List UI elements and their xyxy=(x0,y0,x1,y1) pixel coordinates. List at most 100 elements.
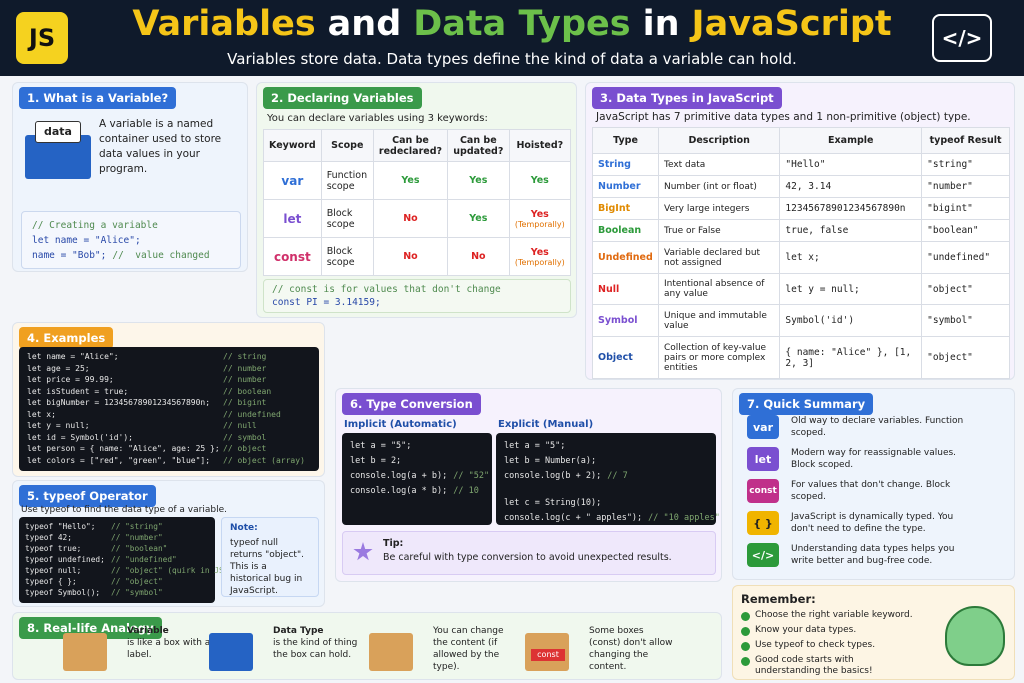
cell-text: Yes xyxy=(530,175,549,186)
cell: "number" xyxy=(921,175,1010,198)
tip-title: Tip: xyxy=(383,538,404,549)
code-box: let name = "Alice"; // string let age = 25… xyxy=(19,347,319,471)
title-part: JavaScript xyxy=(691,4,892,44)
cell: "Hello" xyxy=(779,153,923,176)
intro: You can declare variables using 3 keywor… xyxy=(267,113,488,124)
cell-text: Block scope xyxy=(326,245,355,268)
cell: "string" xyxy=(921,153,1010,176)
code-comment: // 10 xyxy=(453,486,479,496)
code-line: typeof "Hello"; // "string" xyxy=(25,521,209,532)
panel: 7. Quick Summary var Old way to declare va… xyxy=(732,388,1015,580)
title: Variables and Data Types in JavaScript xyxy=(100,4,924,50)
cell: let x; xyxy=(779,241,923,274)
code-comment: // undefined xyxy=(223,409,281,419)
title-part: in xyxy=(642,4,680,44)
code-line: // Creating a variable xyxy=(32,218,230,233)
intro: JavaScript has 7 primitive data types an… xyxy=(596,111,971,123)
code-comment: // "undefined" xyxy=(111,555,177,564)
panel-title: 1. What is a Variable? xyxy=(19,87,177,109)
header-row: Type Description Example typeof Result xyxy=(592,127,1010,154)
code-comment: // "symbol" xyxy=(111,588,163,597)
code-line: typeof 42; // "number" xyxy=(25,532,209,543)
code-comment: // "object" xyxy=(111,577,163,586)
cell: Yes xyxy=(372,161,449,200)
summary-text: Modern way for reassignable values. Bloc… xyxy=(791,448,957,470)
row: Null Intentional absence of any value let … xyxy=(592,273,1010,305)
cell: Number xyxy=(592,175,659,198)
code-line: let y = null; // null xyxy=(27,420,311,432)
panel-title: 6. Type Conversion xyxy=(342,393,481,415)
panel: 2. Declaring Variables You can declare va… xyxy=(256,82,577,318)
code-line: let c = String(10); xyxy=(504,496,708,511)
cell: Block scope xyxy=(320,237,374,276)
code-line: let person = { name: "Alice", age: 25 };… xyxy=(27,443,311,455)
panel-title: 4. Examples xyxy=(19,327,114,349)
code: let name = "Alice"; xyxy=(27,352,119,361)
cell: Very large integers xyxy=(657,197,781,220)
code-comment: // "10 apples" xyxy=(648,513,720,523)
cell: var xyxy=(263,161,322,200)
analogy-desc: is the kind of thing the box can hold. xyxy=(273,638,358,660)
cell: Yes xyxy=(508,161,572,200)
code-line: console.log(c + " apples"); // "10 apples… xyxy=(504,511,720,526)
cell: No xyxy=(447,237,510,276)
cell: Yes (Temporally) xyxy=(508,199,572,238)
code: console.log(a + b); xyxy=(350,471,448,481)
cell-text: Block scope xyxy=(326,207,355,230)
panel: 6. Type Conversion Implicit (Automatic) Ex… xyxy=(335,388,722,582)
cell: Number (int or float) xyxy=(657,175,781,198)
cell: let xyxy=(263,199,322,238)
cell: Yes xyxy=(447,199,510,238)
cell-text: No xyxy=(471,251,486,262)
code: let x; xyxy=(27,409,56,419)
code-comment: // string xyxy=(223,352,267,361)
cell-text: No xyxy=(403,251,418,262)
header-cell: Example xyxy=(779,127,923,154)
cell-text: Yes xyxy=(469,213,488,224)
title-part: Data Types xyxy=(413,4,631,44)
cell-text: let xyxy=(283,211,302,226)
code-line: let isStudent = true; // boolean xyxy=(27,386,311,398)
cell-note: (Temporally) xyxy=(514,257,565,267)
row: Symbol Unique and immutable value Symbol('… xyxy=(592,304,1010,337)
panel: 3. Data Types in JavaScript JavaScript ha… xyxy=(585,82,1015,380)
code-line: let name = "Alice"; xyxy=(32,233,230,248)
cell: 1234567890123456789​0n xyxy=(779,197,923,220)
code-comment: // object (array) xyxy=(223,455,305,465)
code: let bigNumber = 1234567890123456789​0n; xyxy=(27,398,211,407)
cell: { name: "Alice" }, [1, 2, 3] xyxy=(779,336,923,379)
code: console.log(b + 2); xyxy=(504,471,602,481)
description: A variable is a named container used to … xyxy=(99,118,222,175)
code-line: let a = "5"; xyxy=(350,439,484,454)
remember-item: Use typeof to check types. xyxy=(755,640,876,650)
code: let b = 2; xyxy=(350,456,402,466)
cell-text: No xyxy=(403,213,418,224)
code-line: let b = Number(a); xyxy=(504,454,708,469)
code: let a = "5"; xyxy=(504,441,566,451)
code-line: typeof null; // "object" (quirk in JS) xyxy=(25,565,228,576)
code: typeof true; xyxy=(25,544,82,553)
check-icon xyxy=(741,642,750,651)
box-illustration xyxy=(63,633,107,671)
panel-title: 5. typeof Operator xyxy=(19,485,156,507)
cell: Object xyxy=(592,336,659,379)
code-line: name = "Bob"; // value changed xyxy=(32,248,230,263)
cell: Text data xyxy=(657,153,781,176)
code-line: typeof Symbol(); // "symbol" xyxy=(25,587,209,598)
panel: 5. typeof Operator Use typeof to find the… xyxy=(12,480,325,607)
subheading: Explicit (Manual) xyxy=(498,419,594,430)
code-line: typeof undefined; // "undefined" xyxy=(25,554,209,565)
code: typeof "Hello"; xyxy=(25,522,96,531)
subtitle: Variables store data. Data types define … xyxy=(227,50,797,68)
code-line: typeof true; // "boolean" xyxy=(25,543,209,554)
header-cell: Description xyxy=(657,127,781,154)
code: let b = Number(a); xyxy=(504,456,597,466)
code-comment: // "boolean" xyxy=(111,544,168,553)
code-line: console.log(a + b); // "52" xyxy=(350,469,489,484)
remember-item: Know your data types. xyxy=(755,625,857,635)
header-cell: Hoisted? xyxy=(508,129,572,162)
code: let age = 25; xyxy=(27,363,90,373)
note: Note: typeof null returns "object". This … xyxy=(221,517,319,597)
code-comment: // number xyxy=(223,375,267,384)
code-comment: // value changed xyxy=(112,250,210,261)
